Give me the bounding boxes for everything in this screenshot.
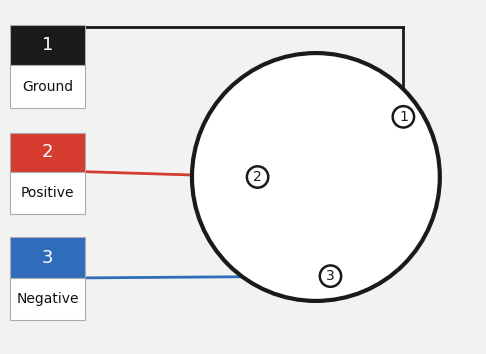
Text: 1: 1: [42, 36, 53, 54]
Ellipse shape: [393, 106, 414, 127]
Text: 3: 3: [326, 269, 335, 283]
FancyBboxPatch shape: [10, 237, 85, 278]
Text: Ground: Ground: [22, 80, 73, 94]
FancyBboxPatch shape: [10, 133, 85, 172]
Text: Positive: Positive: [20, 186, 74, 200]
FancyBboxPatch shape: [10, 65, 85, 108]
Text: 2: 2: [253, 170, 262, 184]
Text: 1: 1: [399, 110, 408, 124]
Text: 3: 3: [42, 249, 53, 267]
FancyBboxPatch shape: [10, 278, 85, 320]
Ellipse shape: [192, 53, 440, 301]
FancyBboxPatch shape: [10, 25, 85, 65]
FancyBboxPatch shape: [10, 172, 85, 214]
Ellipse shape: [320, 266, 341, 287]
Ellipse shape: [247, 166, 268, 188]
Text: Negative: Negative: [16, 292, 79, 306]
Text: 2: 2: [42, 143, 53, 161]
